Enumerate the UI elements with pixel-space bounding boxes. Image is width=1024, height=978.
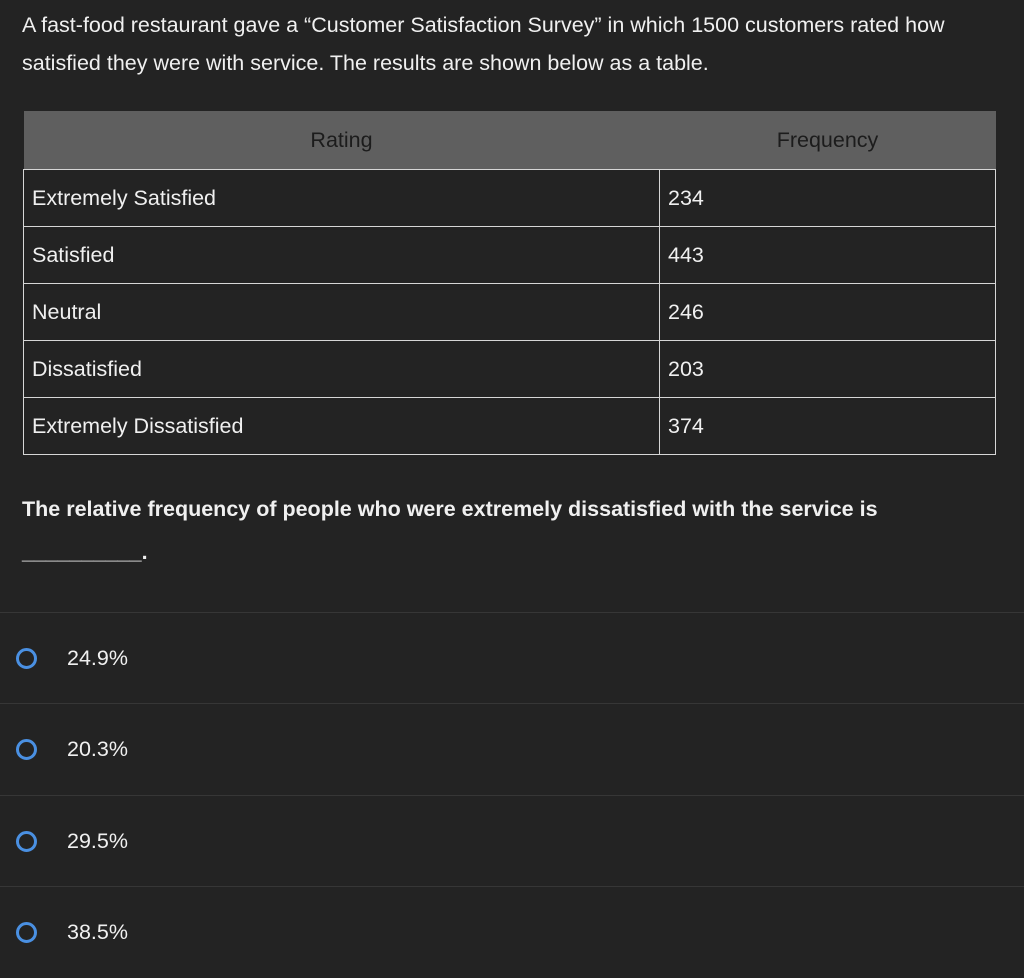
table-row: Extremely Satisfied 234	[23, 169, 996, 227]
rating-cell: Extremely Dissatisfied	[23, 397, 660, 455]
frequency-cell: 443	[659, 226, 996, 284]
answer-option-b[interactable]: 20.3%	[0, 704, 1024, 794]
divider	[0, 795, 1024, 796]
answer-option-d[interactable]: 38.5%	[0, 887, 1024, 977]
answer-option-a[interactable]: 24.9%	[0, 613, 1024, 703]
frequency-cell: 374	[659, 397, 996, 455]
column-header-rating: Rating	[23, 111, 660, 170]
table-row: Extremely Dissatisfied 374	[23, 397, 996, 455]
table-header-row: Rating Frequency	[23, 111, 996, 170]
option-label: 29.5%	[67, 828, 128, 853]
radio-button-icon[interactable]	[16, 830, 37, 852]
divider	[0, 886, 1024, 887]
table-row: Dissatisfied 203	[23, 340, 996, 398]
answer-option-c[interactable]: 29.5%	[0, 796, 1024, 886]
rating-cell: Satisfied	[23, 226, 660, 284]
frequency-cell: 203	[659, 340, 996, 398]
divider	[0, 612, 1024, 613]
rating-cell: Neutral	[23, 283, 660, 341]
answer-blank: __________.	[22, 540, 148, 564]
frequency-cell: 234	[659, 169, 996, 227]
frequency-cell: 246	[659, 283, 996, 341]
radio-button-icon[interactable]	[16, 921, 37, 943]
rating-cell: Dissatisfied	[23, 340, 660, 398]
rating-cell: Extremely Satisfied	[23, 169, 660, 227]
option-label: 20.3%	[67, 736, 128, 761]
divider	[0, 703, 1024, 704]
radio-button-icon[interactable]	[16, 738, 37, 760]
table-row: Satisfied 443	[23, 226, 996, 284]
option-label: 24.9%	[67, 645, 128, 670]
question-prompt: The relative frequency of people who wer…	[22, 497, 878, 521]
survey-table: Rating Frequency Extremely Satisfied 234…	[23, 111, 996, 455]
table-row: Neutral 246	[23, 283, 996, 341]
question-intro: A fast-food restaurant gave a “Customer …	[22, 13, 945, 75]
option-label: 38.5%	[67, 919, 128, 944]
column-header-frequency: Frequency	[659, 111, 996, 170]
radio-button-icon[interactable]	[16, 647, 37, 669]
